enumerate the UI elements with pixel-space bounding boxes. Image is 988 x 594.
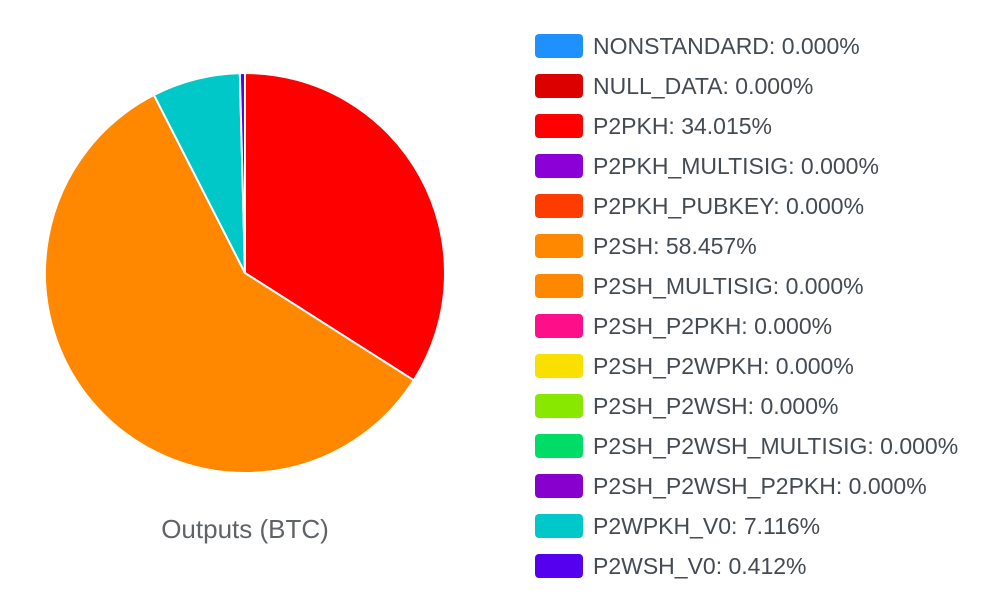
legend-swatch xyxy=(535,154,583,178)
legend-swatch xyxy=(535,514,583,538)
legend-item[interactable]: NULL_DATA: 0.000% xyxy=(535,66,958,106)
legend-item[interactable]: P2SH_MULTISIG: 0.000% xyxy=(535,266,958,306)
legend-label: P2SH_MULTISIG: 0.000% xyxy=(593,272,864,299)
legend-item[interactable]: P2WPKH_V0: 7.116% xyxy=(535,506,958,546)
legend-label: P2SH_P2PKH: 0.000% xyxy=(593,312,833,339)
pie-slice[interactable] xyxy=(238,71,246,274)
legend-label: P2PKH_PUBKEY: 0.000% xyxy=(593,192,865,219)
legend-label: P2SH_P2WPKH: 0.000% xyxy=(593,352,854,379)
pie-chart xyxy=(44,71,446,474)
legend-swatch xyxy=(535,474,583,498)
legend-item[interactable]: P2WSH_V0: 0.412% xyxy=(535,546,958,586)
legend-swatch xyxy=(535,274,583,298)
legend-swatch xyxy=(535,74,583,98)
legend-item[interactable]: P2SH_P2WSH_MULTISIG: 0.000% xyxy=(535,426,958,466)
legend-swatch xyxy=(535,114,583,138)
legend-item[interactable]: P2SH_P2WPKH: 0.000% xyxy=(535,346,958,386)
legend-swatch xyxy=(535,314,583,338)
legend-swatch xyxy=(535,434,583,458)
legend-label: P2SH_P2WSH_MULTISIG: 0.000% xyxy=(593,432,959,459)
legend-label: P2SH_P2WSH_P2PKH: 0.000% xyxy=(593,472,927,499)
pie-slice[interactable] xyxy=(244,71,446,382)
legend-swatch xyxy=(535,394,583,418)
legend-item[interactable]: P2SH_P2WSH_P2PKH: 0.000% xyxy=(535,466,958,506)
legend-label: NONSTANDARD: 0.000% xyxy=(593,32,860,59)
legend-swatch xyxy=(535,554,583,578)
legend-item[interactable]: P2PKH: 34.015% xyxy=(535,106,958,146)
legend-label: P2SH: 58.457% xyxy=(593,232,757,259)
legend-swatch xyxy=(535,234,583,258)
legend-label: P2PKH_MULTISIG: 0.000% xyxy=(593,152,879,179)
legend-label: P2WSH_V0: 0.412% xyxy=(593,552,807,579)
legend-label: P2SH_P2WSH: 0.000% xyxy=(593,392,839,419)
legend-swatch xyxy=(535,194,583,218)
legend-label: NULL_DATA: 0.000% xyxy=(593,72,814,99)
legend-swatch xyxy=(535,354,583,378)
legend-label: P2PKH: 34.015% xyxy=(593,112,773,139)
legend-swatch xyxy=(535,34,583,58)
legend-item[interactable]: P2SH_P2WSH: 0.000% xyxy=(535,386,958,426)
legend: NONSTANDARD: 0.000% NULL_DATA: 0.000% P2PK… xyxy=(535,26,958,586)
pie-slice[interactable] xyxy=(44,93,416,474)
legend-item[interactable]: P2SH_P2PKH: 0.000% xyxy=(535,306,958,346)
legend-label: P2WPKH_V0: 7.116% xyxy=(593,512,821,539)
legend-item[interactable]: P2PKH_PUBKEY: 0.000% xyxy=(535,186,958,226)
legend-item[interactable]: P2PKH_MULTISIG: 0.000% xyxy=(535,146,958,186)
chart-title: Outputs (BTC) xyxy=(161,514,329,544)
legend-item[interactable]: P2SH: 58.457% xyxy=(535,226,958,266)
legend-item[interactable]: NONSTANDARD: 0.000% xyxy=(535,26,958,66)
